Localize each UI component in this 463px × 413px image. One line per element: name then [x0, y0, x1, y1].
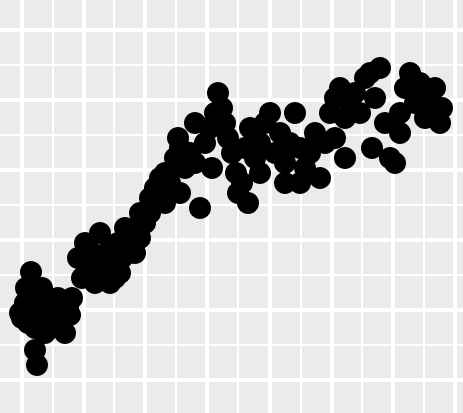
- point: [201, 157, 223, 179]
- point: [59, 304, 81, 326]
- point: [384, 152, 406, 174]
- point: [324, 127, 346, 149]
- point: [31, 277, 53, 299]
- point: [74, 232, 96, 254]
- point: [424, 77, 446, 99]
- point: [284, 102, 306, 124]
- point: [249, 162, 271, 184]
- point: [167, 127, 189, 149]
- point: [184, 152, 206, 174]
- point: [11, 307, 33, 329]
- point: [274, 152, 296, 174]
- point: [364, 87, 386, 109]
- point: [369, 57, 391, 79]
- point: [15, 277, 37, 299]
- point: [361, 137, 383, 159]
- point: [99, 272, 121, 294]
- point: [26, 354, 48, 376]
- point: [189, 197, 211, 219]
- point: [289, 172, 311, 194]
- point: [349, 102, 371, 124]
- point: [129, 227, 151, 249]
- point: [389, 122, 411, 144]
- point: [389, 102, 411, 124]
- point: [334, 147, 356, 169]
- point: [231, 172, 253, 194]
- point: [237, 192, 259, 214]
- point: [54, 322, 76, 344]
- point: [431, 97, 453, 119]
- point: [27, 307, 49, 329]
- point: [259, 102, 281, 124]
- point: [184, 112, 206, 134]
- point: [309, 167, 331, 189]
- point: [169, 182, 191, 204]
